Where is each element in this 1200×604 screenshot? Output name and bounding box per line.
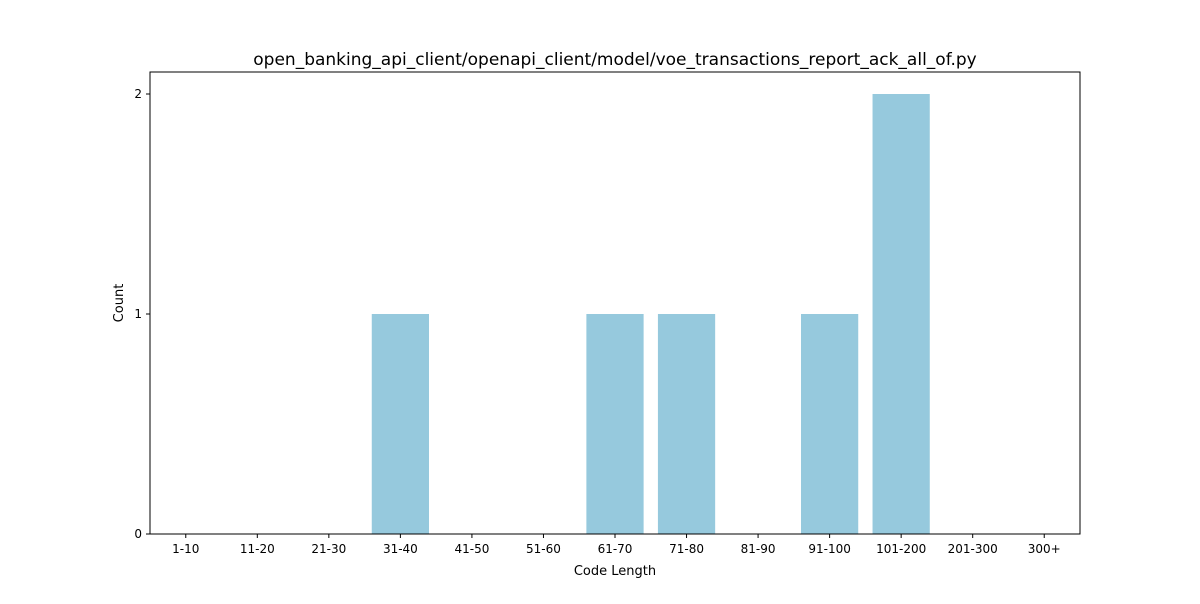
y-tick-label: 1: [134, 307, 142, 321]
x-tick-label: 81-90: [741, 542, 776, 556]
x-tick-label: 11-20: [240, 542, 275, 556]
x-axis: 1-10 11-20 21-30 31-40 41-50 51-60 61-70 71-80 8…: [172, 534, 1061, 556]
x-tick-label: 101-200: [876, 542, 926, 556]
x-tick-label: 41-50: [454, 542, 489, 556]
x-tick-label: 61-70: [598, 542, 633, 556]
x-tick-label: 51-60: [526, 542, 561, 556]
y-tick-label: 2: [134, 87, 142, 101]
x-tick-label: 21-30: [311, 542, 346, 556]
y-axis-label: Count: [112, 284, 127, 323]
x-tick-label: 1-10: [172, 542, 199, 556]
x-tick-label: 71-80: [669, 542, 704, 556]
x-tick-label: 91-100: [808, 542, 851, 556]
y-tick-label: 0: [134, 527, 142, 541]
x-tick-label: 31-40: [383, 542, 418, 556]
bar-71-80: [657, 314, 716, 534]
bar-61-70: [586, 314, 644, 534]
chart-title: open_banking_api_client/openapi_client/m…: [253, 50, 976, 70]
bar-91-100: [801, 314, 859, 534]
bar-101-200: [872, 94, 930, 534]
bar-31-40: [371, 314, 429, 534]
bars-layer: [371, 94, 930, 534]
x-axis-label: Code Length: [574, 564, 656, 579]
x-tick-label: 300+: [1028, 542, 1061, 556]
x-tick-label: 201-300: [948, 542, 998, 556]
y-axis: 0 1 2: [134, 87, 150, 541]
